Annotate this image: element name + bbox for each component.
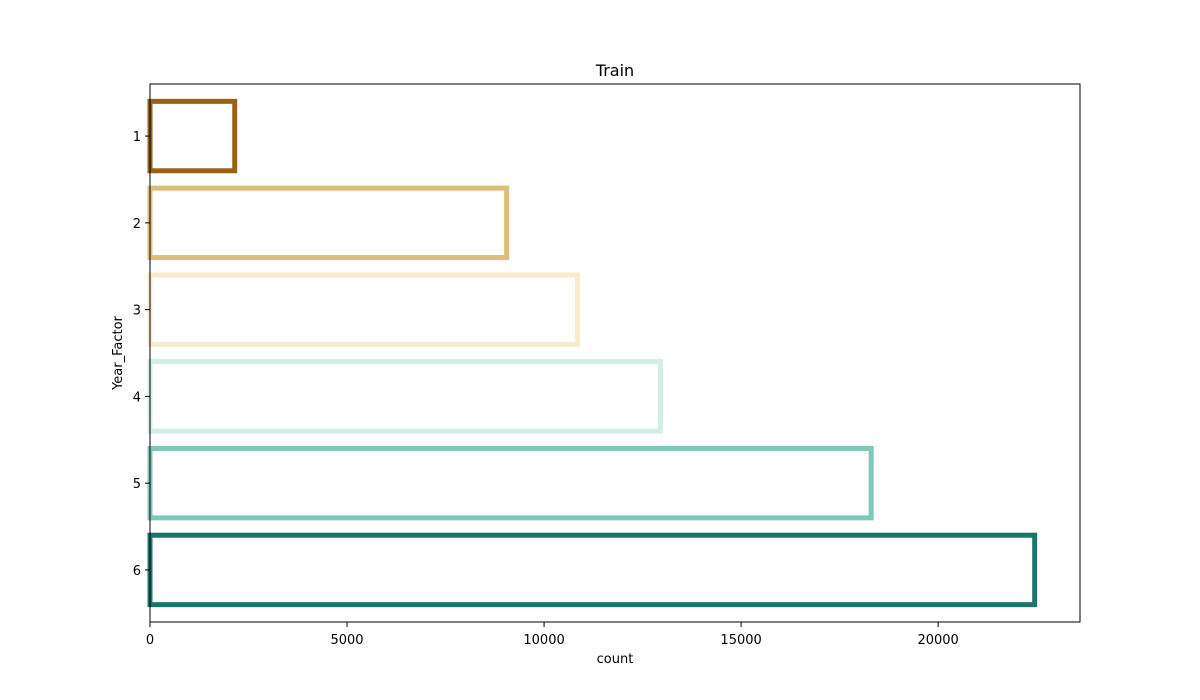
x-tick-label: 5000 [330,633,363,648]
y-tick-label: 1 [133,130,141,145]
y-axis: 1 2 3 4 5 6 [133,130,150,579]
x-tick-label: 0 [146,633,154,648]
x-tick-label: 10000 [523,633,564,648]
x-axis-label: count [597,652,634,667]
x-tick-label: 20000 [917,633,958,648]
bar-year-factor-3 [147,272,581,347]
chart-title: Train [595,61,634,80]
plot-frame [149,83,1081,623]
y-tick-label: 6 [133,564,141,579]
bar-year-factor-1 [147,98,238,174]
bar-year-factor-4 [147,359,663,434]
bar-year-factor-5 [147,445,874,521]
x-tick-label: 15000 [720,633,761,648]
bar-year-factor-6 [147,532,1038,608]
bars-group [147,98,1038,608]
y-axis-label: Year_Factor [111,315,126,390]
y-tick-label: 2 [133,217,141,232]
bar-year-factor-2 [147,185,510,261]
y-tick-label: 5 [133,477,141,492]
y-tick-label: 4 [133,390,141,405]
x-axis: 0 5000 10000 15000 20000 [146,622,959,648]
y-tick-label: 3 [133,304,141,319]
